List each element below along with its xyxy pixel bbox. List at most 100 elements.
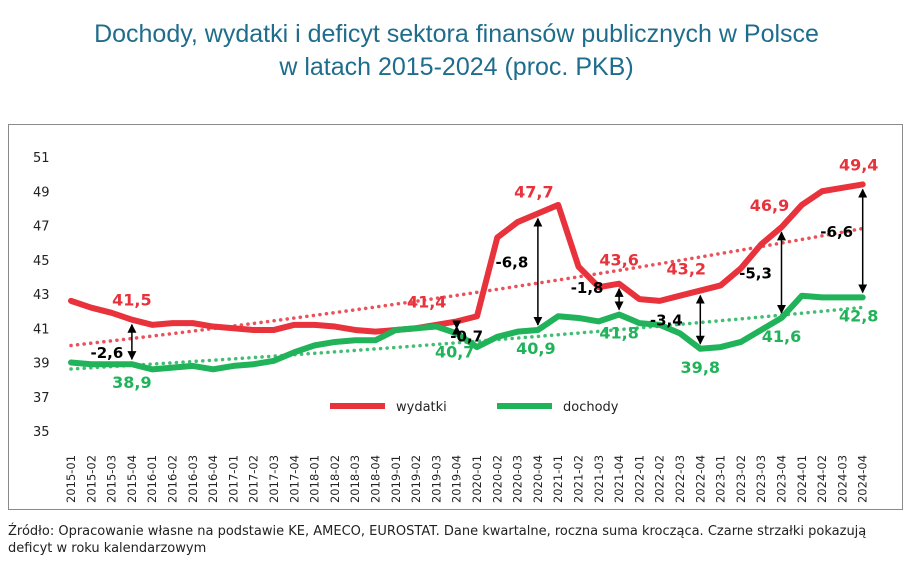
data-point-dochody: [801, 294, 803, 297]
data-point-dochody: [90, 363, 93, 366]
data-point-dochody: [658, 324, 661, 326]
data-point-dochody: [70, 361, 72, 364]
x-tick-label: 2024-02: [815, 455, 829, 503]
x-tick-label: 2023-02: [734, 455, 748, 503]
deficit-label: -2,6: [90, 344, 123, 362]
data-point-dochody: [212, 368, 214, 371]
data-point-dochody: [293, 351, 296, 354]
x-tick-label: 2023-01: [714, 455, 728, 503]
data-point-wydatki: [719, 284, 722, 287]
x-tick-label: 2015-02: [84, 455, 98, 503]
data-point-wydatki: [212, 325, 214, 328]
legend-label-wydatki: wydatki: [396, 400, 447, 415]
x-tick-label: 2016-01: [145, 455, 159, 503]
data-point-dochody: [476, 346, 478, 348]
source-note: Źródło: Opracowanie własne na podstawie …: [8, 524, 867, 556]
data-point-dochody: [273, 359, 275, 362]
data-point-wydatki: [821, 190, 823, 193]
data-point-dochody: [110, 363, 113, 366]
data-point-wydatki: [313, 324, 316, 326]
x-tick-label: 2016-03: [186, 455, 200, 503]
data-point-dochody: [232, 365, 235, 367]
x-tick-label: 2020-04: [531, 455, 545, 503]
x-tick-label: 2023-04: [775, 455, 789, 503]
x-tick-label: 2017-02: [247, 455, 261, 503]
line-chart: 35 37 39 41 43 45 47 49 51 2015-01 2015-02 2015-03 2…: [33, 151, 878, 503]
data-point-dochody: [252, 363, 255, 366]
data-label-wydatki: 41,4: [407, 292, 446, 311]
y-tick-label: 49: [33, 185, 50, 200]
data-point-wydatki: [131, 318, 133, 321]
y-tick-label: 45: [33, 254, 50, 269]
legend-label-dochody: dochody: [563, 400, 619, 415]
x-tick-label: 2020-03: [511, 455, 525, 503]
x-tick-label: 2020-01: [470, 455, 484, 503]
deficit-label: -6,8: [495, 254, 528, 272]
data-point-dochody: [171, 366, 174, 369]
data-point-wydatki: [638, 298, 641, 300]
x-tick-label: 2017-01: [226, 455, 240, 503]
x-tick-label: 2016-02: [166, 455, 180, 503]
data-point-wydatki: [455, 320, 458, 323]
data-point-dochody: [841, 296, 844, 299]
data-point-dochody: [557, 315, 559, 318]
data-point-dochody: [679, 332, 681, 335]
data-point-wydatki: [90, 306, 93, 309]
data-point-wydatki: [780, 226, 783, 229]
data-point-dochody: [740, 341, 742, 343]
data-label-wydatki: 49,4: [839, 155, 878, 174]
x-tick-label: 2024-03: [835, 455, 849, 503]
data-point-wydatki: [801, 204, 803, 206]
data-point-wydatki: [110, 312, 113, 314]
deficit-label: -1,8: [571, 279, 604, 297]
data-point-wydatki: [171, 322, 174, 324]
data-point-wydatki: [232, 327, 235, 330]
data-point-dochody: [496, 336, 499, 338]
data-label-dochody: 40,9: [516, 339, 555, 358]
data-point-wydatki: [699, 289, 702, 292]
data-point-dochody: [760, 329, 762, 331]
data-point-wydatki: [740, 267, 742, 270]
x-tick-label: 2022-01: [632, 455, 646, 503]
data-point-wydatki: [577, 265, 580, 268]
data-point-dochody: [618, 313, 620, 316]
data-label-dochody: 42,8: [839, 306, 878, 325]
series-line-wydatki: [68, 181, 866, 335]
data-label-wydatki: 43,2: [667, 260, 706, 279]
data-point-dochody: [435, 325, 438, 328]
chart-title-line-2: w latach 2015-2024 (proc. PKB): [279, 53, 634, 81]
x-tick-label: 2019-02: [409, 455, 423, 503]
data-point-dochody: [395, 329, 397, 331]
data-point-wydatki: [557, 204, 559, 206]
y-tick-label: 35: [33, 425, 50, 440]
x-tick-label: 2023-03: [754, 455, 768, 503]
data-point-wydatki: [374, 330, 377, 333]
data-point-wydatki: [841, 187, 844, 189]
data-point-wydatki: [293, 324, 296, 326]
data-label-dochody: 39,8: [681, 358, 720, 377]
x-tick-label: 2019-01: [389, 455, 403, 503]
deficit-label: -6,6: [820, 223, 853, 241]
y-tick-label: 51: [33, 151, 50, 166]
x-tick-label: 2024-01: [795, 455, 809, 503]
data-point-dochody: [537, 329, 539, 331]
data-point-wydatki: [496, 236, 499, 239]
data-point-wydatki: [273, 329, 275, 331]
x-tick-label: 2018-02: [328, 455, 342, 503]
data-label-wydatki: 46,9: [750, 196, 789, 215]
trendline-wydatki: [69, 226, 865, 348]
data-point-wydatki: [598, 286, 600, 288]
data-point-dochody: [131, 363, 133, 366]
data-point-dochody: [516, 330, 519, 333]
x-tick-label: 2021-03: [592, 455, 606, 503]
x-tick-label: 2024-04: [856, 455, 870, 503]
x-tick-label: 2018-03: [348, 455, 362, 503]
data-point-wydatki: [516, 221, 519, 223]
data-point-wydatki: [476, 315, 478, 318]
data-label-dochody: 40,7: [435, 342, 474, 361]
data-point-dochody: [192, 365, 194, 367]
x-tick-label: 2022-04: [693, 455, 707, 503]
data-point-wydatki: [537, 212, 539, 215]
x-tick-label: 2021-01: [551, 455, 565, 503]
data-label-dochody: 41,6: [762, 327, 801, 346]
